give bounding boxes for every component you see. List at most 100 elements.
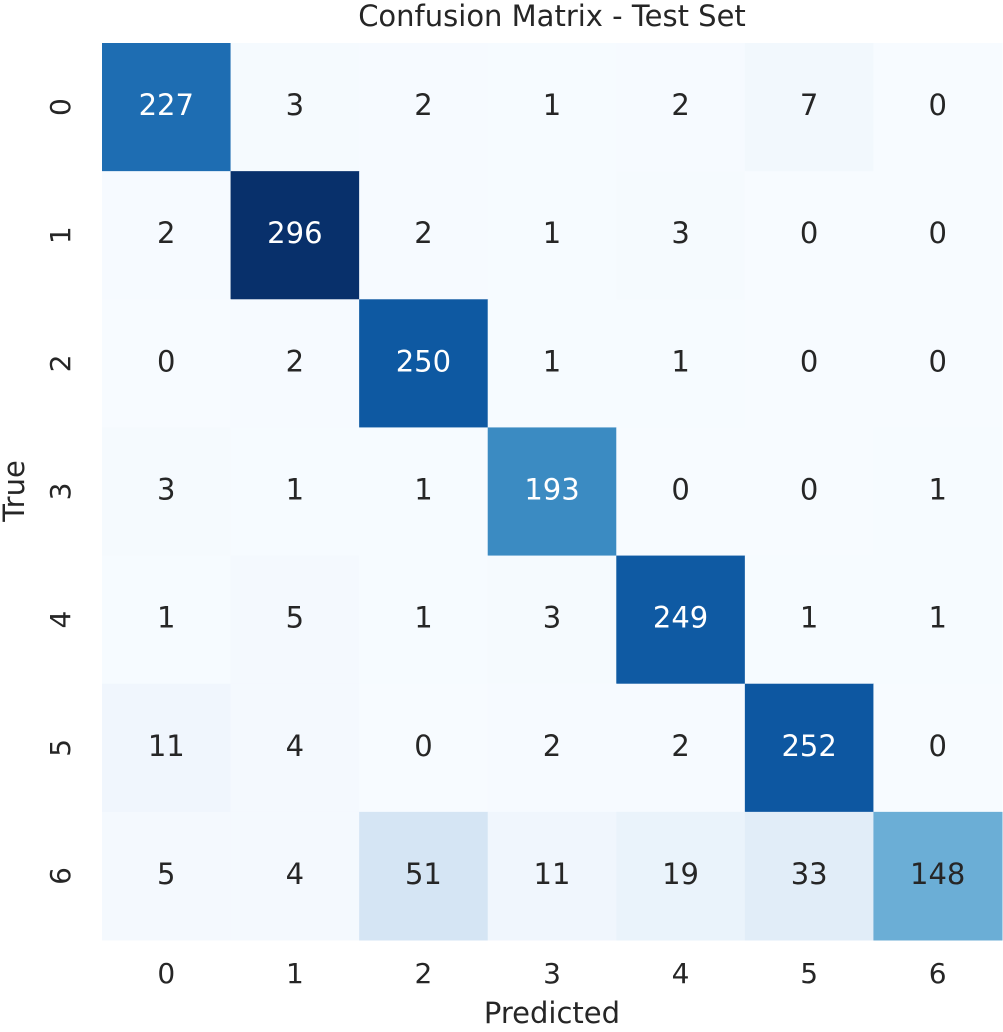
cell-value: 227 [139,88,194,122]
x-tick-label: 6 [929,957,947,990]
cell-value: 7 [800,88,818,122]
heatmap-cell [359,43,489,172]
cell-value: 148 [910,857,965,891]
cell-value: 1 [671,344,689,378]
heatmap-cell [230,811,360,941]
heatmap-cell [487,43,617,172]
heatmap-cell [744,683,874,813]
cell-value: 1 [157,601,175,635]
cell-value: 296 [267,216,322,250]
y-tick-label: 6 [44,867,77,885]
chart-title: Confusion Matrix - Test Set [358,0,746,33]
cell-value: 1 [800,601,818,635]
cell-value: 1 [928,473,946,507]
cell-value: 1 [543,88,561,122]
heatmap-cell [873,555,1003,685]
cell-value: 252 [781,729,836,763]
cell-value: 250 [396,344,451,378]
heatmap-cell [487,555,617,685]
heatmap-cell [230,171,360,300]
heatmap-cell [359,427,489,557]
heatmap-cell [744,427,874,557]
cell-value: 0 [800,344,818,378]
cell-value: 2 [671,88,689,122]
heatmap-cell [230,299,360,428]
cell-value: 3 [543,601,561,635]
heatmap-cell [230,427,360,557]
heatmap-cell [873,683,1003,813]
heatmap-cell [102,171,232,300]
heatmap-cell [359,683,489,813]
x-tick-label: 4 [672,957,690,990]
cell-value: 5 [157,857,175,891]
y-tick-label: 0 [44,98,77,116]
cell-value: 2 [543,729,561,763]
y-tick-label: 2 [44,354,77,372]
cell-value: 0 [928,88,946,122]
y-axis-label: True [0,460,31,523]
cell-value: 2 [671,729,689,763]
cell-value: 1 [286,473,304,507]
cell-value: 4 [286,857,304,891]
heatmap-cell [359,171,489,300]
heatmap-cell [616,171,746,300]
cell-value: 4 [286,729,304,763]
heatmap-cell [230,555,360,685]
heatmap-cell [487,811,617,941]
heatmap-cell [616,683,746,813]
cell-value: 51 [405,857,442,891]
heatmap-cell [487,171,617,300]
heatmap-cell [102,555,232,685]
cell-value: 0 [800,216,818,250]
heatmap-cell [102,43,232,172]
cell-value: 11 [148,729,185,763]
cell-value: 3 [671,216,689,250]
heatmap-cell [359,811,489,941]
heatmap-cell [487,683,617,813]
heatmap-cell [102,811,232,941]
cell-value: 2 [286,344,304,378]
x-tick-label: 2 [415,957,433,990]
heatmap-cell [873,427,1003,557]
cell-value: 3 [286,88,304,122]
cell-value: 5 [286,601,304,635]
y-tick-label: 5 [44,739,77,757]
heatmap-cell [359,299,489,428]
y-tick-label: 4 [44,611,77,629]
heatmap-cell [873,171,1003,300]
cell-value: 19 [662,857,699,891]
cell-value: 3 [157,473,175,507]
heatmap-cell [744,555,874,685]
x-tick-label: 3 [543,957,561,990]
cell-value: 2 [157,216,175,250]
x-tick-label: 1 [286,957,304,990]
heatmap-cell [744,811,874,941]
x-tick-label: 5 [800,957,818,990]
cell-value: 0 [928,344,946,378]
heatmap-cell [873,43,1003,172]
heatmap-cell [616,43,746,172]
y-tick-label: 1 [44,226,77,244]
cell-value: 1 [543,216,561,250]
heatmap-cell [102,299,232,428]
cell-value: 0 [800,473,818,507]
cell-value: 11 [534,857,571,891]
heatmap-cell [744,171,874,300]
cell-value: 1 [414,473,432,507]
heatmap-cell [102,427,232,557]
cell-value: 2 [414,216,432,250]
x-tick-label: 0 [157,957,175,990]
cell-value: 33 [791,857,828,891]
cell-value: 0 [671,473,689,507]
cell-value: 1 [414,601,432,635]
heatmap-cell [616,299,746,428]
heatmap-cell [230,683,360,813]
cell-value: 0 [928,216,946,250]
heatmap-cell [359,555,489,685]
heatmap-cell [230,43,360,172]
y-tick-label: 3 [44,483,77,501]
heatmap-cell [102,683,232,813]
cell-value: 0 [414,729,432,763]
heatmap-cell [616,811,746,941]
